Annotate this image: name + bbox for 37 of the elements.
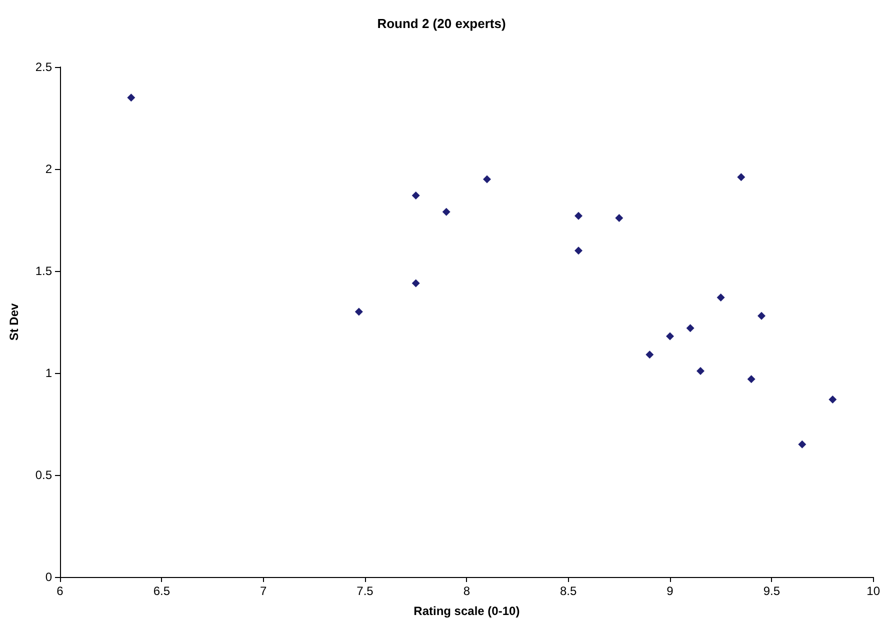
x-tick-label: 9.5 [763,584,780,598]
y-tick-label: 2 [45,162,52,176]
point [482,175,491,184]
x-tick-label: 10 [866,584,880,598]
chart-title: Round 2 (20 experts) [377,16,506,31]
y-tick-label: 1.5 [35,264,52,278]
point [442,208,450,216]
x-tick-label: 7.5 [356,584,374,598]
x-tick-label: 6.5 [153,584,170,598]
point [412,279,420,288]
x-tick-label: 7 [260,584,267,598]
y-axis-title: St Dev [7,303,21,341]
x-tick-label: 6 [56,584,64,598]
point [127,94,136,102]
point [737,173,746,182]
point [798,440,806,448]
point [574,212,582,220]
y-tick-label: 0 [45,570,52,584]
y-tick-label: 1 [45,366,52,380]
point [646,350,654,359]
x-tick-label: 8.5 [560,584,577,598]
point [412,192,420,200]
x-tick-label: 9 [666,584,674,598]
point [686,324,694,332]
x-tick-label: 8 [463,584,470,598]
point [574,246,582,255]
y-tick-label: 0.5 [35,468,52,482]
y-tick-label: 2.5 [35,60,52,74]
point [666,332,674,340]
point [757,312,766,320]
point [354,308,363,316]
point [716,294,725,302]
point [828,396,837,404]
point [615,214,624,222]
x-axis-title: Rating scale (0-10) [414,604,520,618]
point [747,375,756,384]
point [696,366,704,375]
